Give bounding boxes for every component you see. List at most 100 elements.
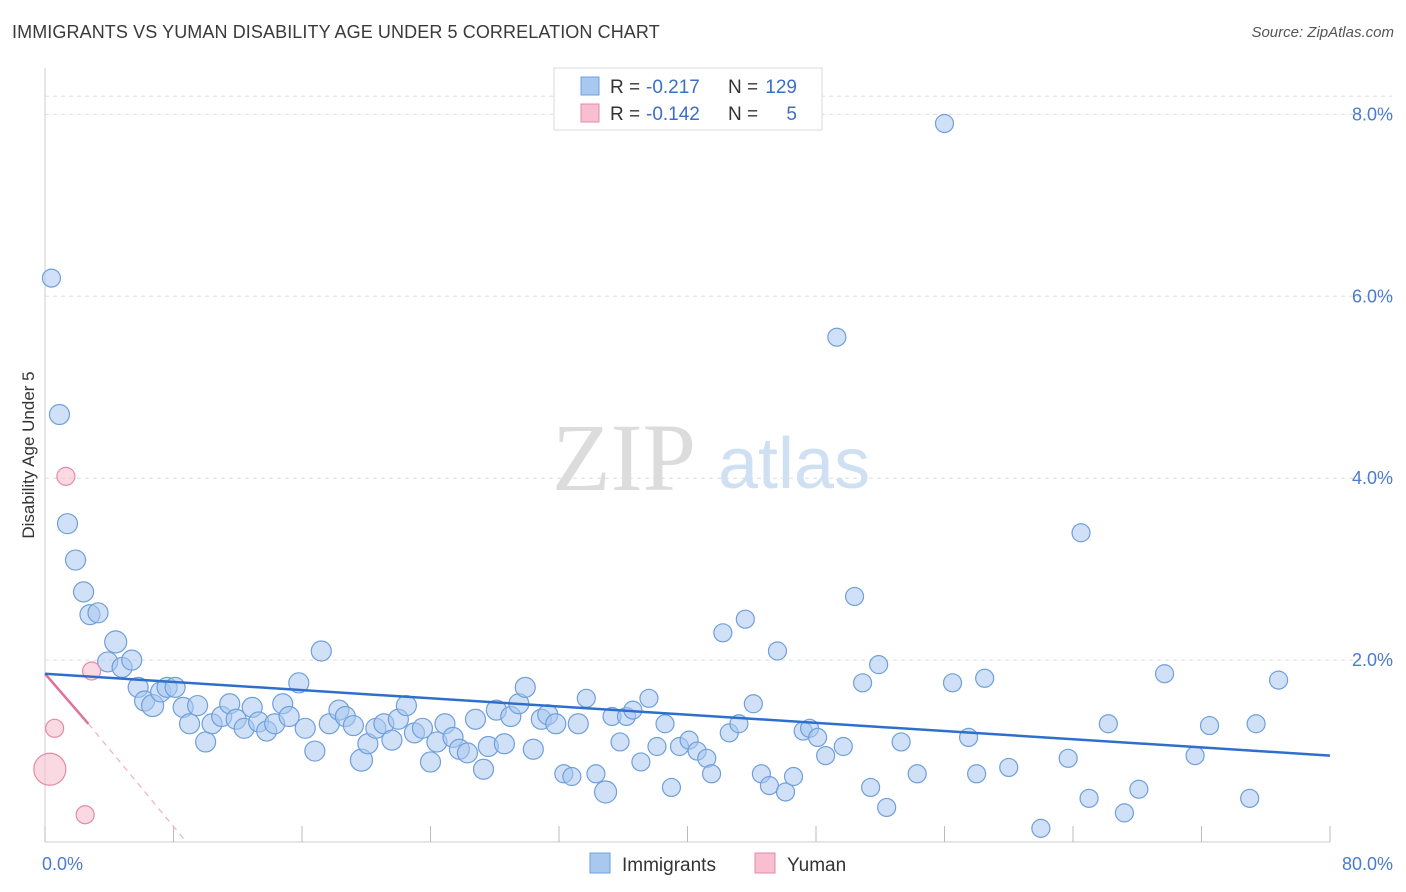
immigrants-points: [41, 113, 1289, 838]
immigrants-point: [278, 705, 300, 728]
immigrants-point: [1154, 664, 1175, 684]
immigrants-point: [419, 751, 442, 773]
y-tick-label: 8.0%: [1352, 104, 1393, 124]
immigrants-point: [877, 797, 897, 818]
yuman-point: [33, 752, 67, 786]
immigrants-point: [411, 717, 434, 739]
immigrants-point: [310, 640, 332, 662]
immigrants-point: [522, 738, 544, 760]
x-tick-label: 0.0%: [42, 854, 83, 874]
legend-r-value-immigrants: -0.217: [646, 77, 700, 98]
immigrants-point: [891, 732, 911, 752]
immigrants-point: [647, 736, 667, 757]
immigrants-point: [64, 549, 87, 571]
immigrants-point: [852, 673, 873, 693]
immigrants-point: [743, 694, 763, 714]
immigrants-point: [844, 586, 865, 607]
y-tick-label: 6.0%: [1352, 286, 1393, 306]
immigrants-point: [1199, 715, 1220, 736]
immigrants-point: [833, 736, 853, 757]
legend-swatch-immigrants: [580, 76, 600, 96]
bottom-legend-swatch-immigrants: [589, 852, 611, 874]
tick-labels: 2.0% 4.0% 6.0% 8.0% 0.0% 80.0%: [42, 104, 1393, 874]
immigrants-point: [1268, 670, 1289, 690]
immigrants-point: [576, 688, 596, 708]
immigrants-point: [1058, 748, 1078, 768]
immigrants-point: [942, 673, 963, 693]
immigrants-point: [967, 764, 987, 784]
immigrants-point: [178, 713, 201, 735]
immigrants-point: [567, 713, 589, 735]
immigrants-point: [545, 713, 567, 735]
legend-r-label-yuman: R =: [610, 104, 640, 125]
immigrants-point: [381, 729, 403, 751]
watermark: ZIP atlas: [552, 404, 870, 511]
yuman-point: [45, 718, 65, 738]
immigrants-point: [56, 513, 79, 535]
immigrants-point: [775, 782, 796, 802]
immigrants-point: [655, 714, 675, 734]
immigrants-point: [48, 403, 71, 426]
immigrants-point: [999, 757, 1019, 778]
immigrants-point: [395, 694, 418, 717]
immigrants-point: [586, 764, 606, 784]
immigrants-point: [1240, 788, 1260, 808]
immigrants-point: [562, 766, 582, 787]
legend-top: R = -0.217 N = 129 R = -0.142 N = 5: [553, 67, 823, 131]
immigrants-trend: [44, 672, 1331, 757]
immigrants-point: [304, 740, 326, 762]
immigrants-point: [735, 609, 755, 629]
watermark-atlas: atlas: [718, 424, 870, 504]
watermark-zip: ZIP: [552, 404, 696, 511]
immigrants-point: [1114, 803, 1135, 823]
immigrants-point: [869, 655, 889, 675]
immigrants-point: [759, 776, 780, 796]
immigrants-point: [1031, 818, 1051, 838]
immigrants-point: [783, 766, 804, 787]
immigrants-point: [294, 717, 316, 739]
legend-n-label-immigrants: N =: [728, 77, 758, 98]
immigrants-point: [195, 731, 217, 753]
y-axis-title: Disability Age Under 5: [19, 371, 38, 538]
immigrants-point: [701, 764, 722, 784]
immigrants-point: [104, 630, 128, 654]
axes: [44, 68, 1331, 843]
immigrants-point: [87, 602, 109, 624]
immigrants-point: [907, 764, 927, 784]
chart-title: IMMIGRANTS VS YUMAN DISABILITY AGE UNDER…: [12, 22, 660, 42]
immigrants-point: [1185, 745, 1205, 766]
immigrants-point: [1079, 788, 1099, 808]
immigrants-point: [975, 668, 995, 688]
legend-r-value-yuman: -0.142: [646, 104, 700, 125]
x-tick-label: 80.0%: [1342, 854, 1393, 874]
yuman-point: [56, 466, 76, 486]
legend-bottom: Immigrants Yuman: [589, 852, 846, 876]
bottom-legend-yuman: Yuman: [787, 855, 846, 876]
legend-r-label-immigrants: R =: [610, 77, 640, 98]
immigrants-point: [808, 727, 828, 748]
immigrants-point: [41, 268, 62, 288]
immigrants-point: [661, 777, 682, 798]
grid: [45, 95, 1392, 661]
immigrants-point: [121, 649, 143, 671]
immigrants-point: [186, 694, 209, 717]
immigrants-point: [342, 714, 364, 737]
yuman-trend-dashed: [87, 723, 187, 843]
yuman-trend-solid: [44, 672, 90, 725]
immigrants-point: [493, 733, 515, 755]
immigrants-point: [1129, 779, 1149, 799]
immigrants-point: [816, 745, 836, 766]
immigrants-trend-line: [44, 672, 1331, 757]
immigrants-point: [288, 672, 310, 694]
yuman-point: [75, 805, 95, 825]
immigrants-point: [456, 742, 479, 764]
legend-swatch-yuman: [580, 103, 600, 123]
bottom-legend-swatch-yuman: [754, 852, 776, 874]
legend-n-value-yuman: 5: [786, 104, 797, 125]
immigrants-point: [1246, 714, 1266, 734]
bottom-legend-immigrants: Immigrants: [622, 855, 716, 876]
immigrants-point: [472, 758, 495, 780]
y-tick-label: 2.0%: [1352, 650, 1393, 670]
immigrants-point: [514, 676, 536, 698]
